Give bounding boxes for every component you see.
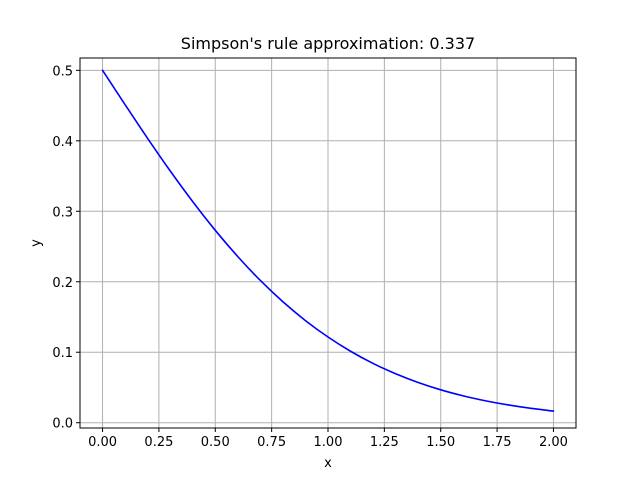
x-tick-label: 0.25 [144, 435, 173, 450]
y-tick-label: 0.2 [52, 276, 73, 291]
x-tick-label: 0.50 [201, 435, 230, 450]
x-tick-label: 2.00 [539, 435, 568, 450]
x-axis-label: x [324, 456, 332, 471]
x-tick-label: 0.75 [257, 435, 286, 450]
y-tick-label: 0.3 [52, 205, 73, 220]
y-axis-label: y [29, 239, 44, 247]
x-tick-label: 1.75 [483, 435, 512, 450]
x-tick-label: 1.25 [370, 435, 399, 450]
axis-ticks: 0.00 0.25 0.50 0.75 1.00 1.25 1.50 1.75 2.00 0.0 0… [52, 64, 568, 450]
chart-title: Simpson's rule approximation: 0.337 [181, 34, 475, 53]
x-tick-label: 1.00 [314, 435, 343, 450]
series-line [101, 69, 555, 412]
y-tick-label: 0.5 [52, 64, 73, 79]
y-tick-label: 0.0 [52, 417, 73, 432]
y-tick-label: 0.4 [52, 135, 73, 150]
x-tick-label: 1.50 [426, 435, 455, 450]
series-layer [101, 69, 555, 412]
x-tick-label: 0.00 [88, 435, 117, 450]
grid-lines [80, 58, 576, 428]
y-tick-label: 0.1 [52, 346, 73, 361]
